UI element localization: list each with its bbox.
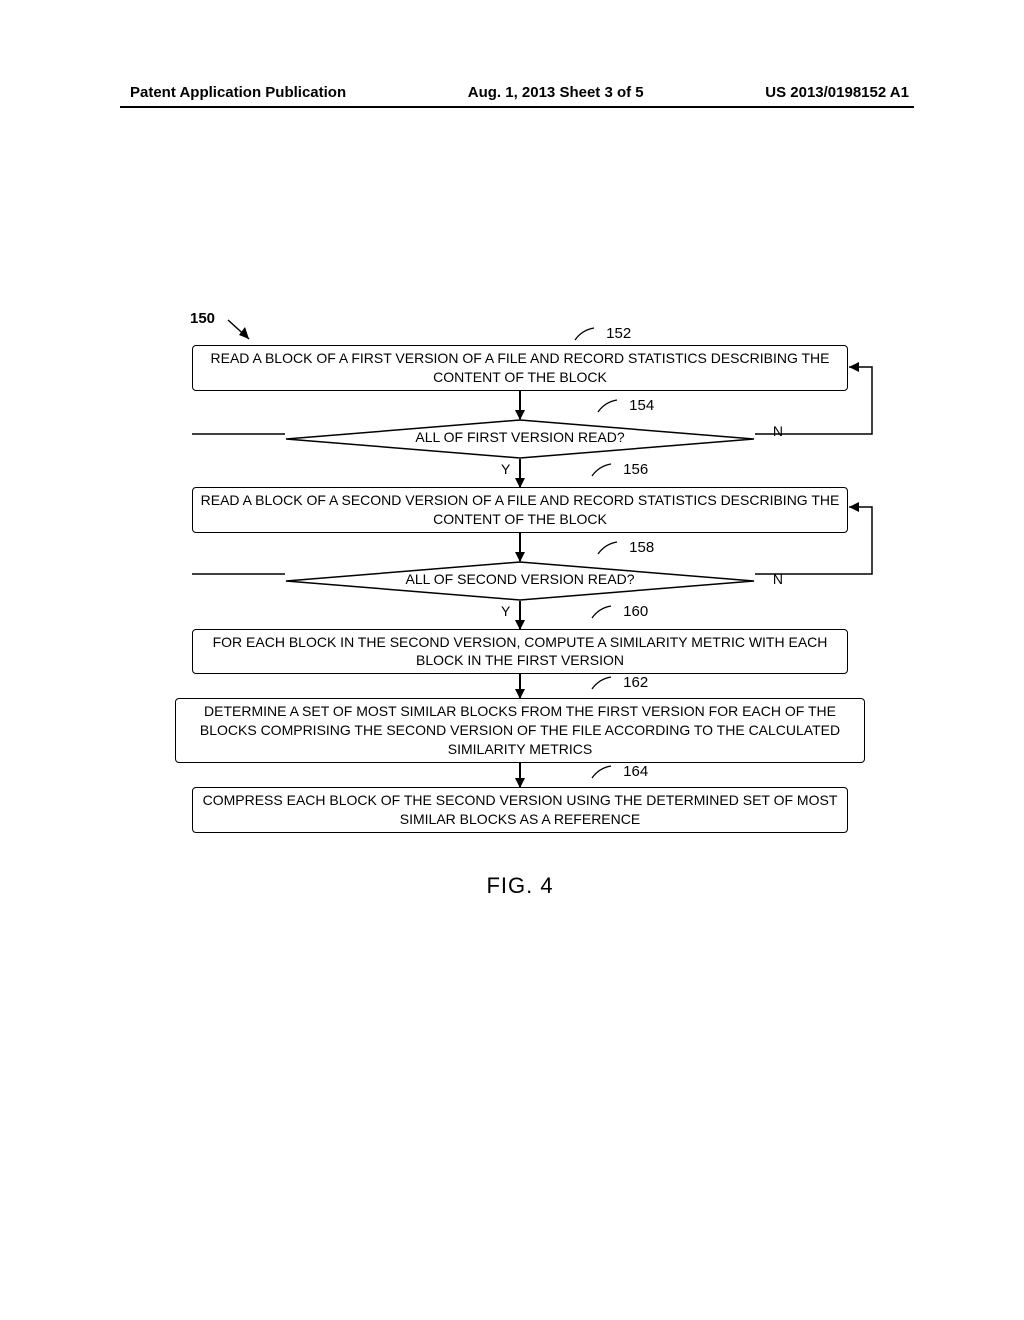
process-box: READ A BLOCK OF A SECOND VERSION OF A FI…	[192, 487, 848, 533]
flowchart-node-160: FOR EACH BLOCK IN THE SECOND VERSION, CO…	[192, 629, 848, 675]
connector: Y 156	[519, 459, 521, 487]
ref-label-156: 156	[589, 461, 648, 479]
decision-no-label: N	[773, 423, 783, 439]
ref-label-162: 162	[589, 674, 648, 692]
figure-caption: FIG. 4	[165, 873, 875, 899]
ref-label-154: 154	[595, 397, 654, 415]
decision-text: ALL OF FIRST VERSION READ?	[285, 430, 755, 444]
flowchart-start-ref: 150	[190, 310, 215, 327]
connector	[519, 533, 521, 561]
connector: 164	[519, 763, 521, 787]
decision-yes-label: Y	[501, 603, 510, 619]
decision-yes-label: Y	[501, 461, 510, 477]
ref-label-164: 164	[589, 763, 648, 781]
flowchart-node-162: DETERMINE A SET OF MOST SIMILAR BLOCKS F…	[175, 698, 865, 763]
process-box: COMPRESS EACH BLOCK OF THE SECOND VERSIO…	[192, 787, 848, 833]
decision-text: ALL OF SECOND VERSION READ?	[285, 572, 755, 586]
start-arrow-icon	[225, 317, 261, 347]
flowchart-node-164: COMPRESS EACH BLOCK OF THE SECOND VERSIO…	[192, 787, 848, 833]
header-center: Aug. 1, 2013 Sheet 3 of 5	[468, 84, 644, 101]
process-box: DETERMINE A SET OF MOST SIMILAR BLOCKS F…	[175, 698, 865, 763]
page-header: Patent Application Publication Aug. 1, 2…	[0, 84, 1024, 101]
ref-label-158: 158	[595, 539, 654, 557]
flowchart-node-152: 152 READ A BLOCK OF A FIRST VERSION OF A…	[192, 345, 848, 391]
header-left: Patent Application Publication	[130, 84, 346, 101]
connector	[519, 391, 521, 419]
flowchart-node-158: 158 ALL OF SECOND VERSION READ? N	[285, 561, 755, 601]
decision-no-label: N	[773, 571, 783, 587]
flowchart-node-156: READ A BLOCK OF A SECOND VERSION OF A FI…	[192, 487, 848, 533]
ref-label-152: 152	[572, 325, 631, 343]
flowchart-region: 150 152 READ A BLOCK OF A FIRST VERSION …	[165, 315, 875, 899]
header-right: US 2013/0198152 A1	[765, 84, 909, 101]
flowchart-node-154: 154 ALL OF FIRST VERSION READ? N	[285, 419, 755, 459]
process-box: FOR EACH BLOCK IN THE SECOND VERSION, CO…	[192, 629, 848, 675]
connector: 162	[519, 674, 521, 698]
process-box: READ A BLOCK OF A FIRST VERSION OF A FIL…	[192, 345, 848, 391]
ref-label-160: 160	[589, 603, 648, 621]
connector: Y 160	[519, 601, 521, 629]
header-rule	[120, 106, 914, 108]
